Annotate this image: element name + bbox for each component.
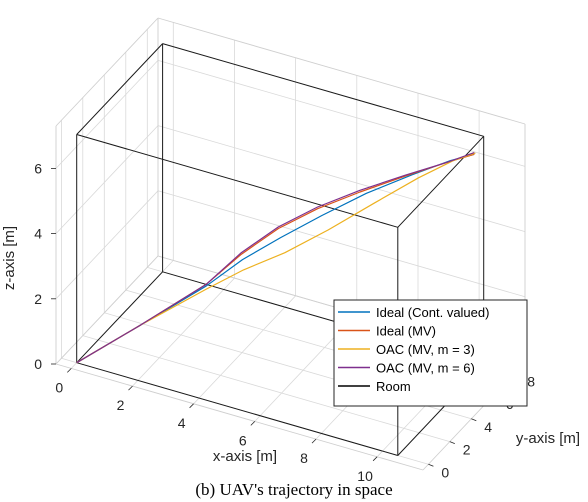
legend-label: OAC (MV, m = 6) <box>376 361 475 376</box>
x-tick-label: 4 <box>178 415 186 431</box>
y-tick-label: 0 <box>441 464 449 480</box>
x-tick-label: 10 <box>357 468 373 484</box>
room-edge <box>76 271 163 364</box>
tick-labels: 0246810024680246 <box>34 160 535 483</box>
legend: Ideal (Cont. valued) Ideal (MV) OAC (MV, m… <box>333 299 528 407</box>
grid-line <box>157 60 526 167</box>
grid-line <box>157 190 526 298</box>
x-tick-label: 8 <box>300 450 308 466</box>
y-tick-mark <box>449 441 455 444</box>
legend-box <box>333 299 528 407</box>
x-tick-label: 6 <box>239 432 247 448</box>
room-edge <box>76 43 163 135</box>
y-tick-label: 2 <box>463 442 471 458</box>
grid-line <box>157 125 526 232</box>
grid-line <box>132 277 235 387</box>
axes-box-edge <box>157 17 526 125</box>
grid-line <box>55 190 159 300</box>
y-tick-label: 8 <box>527 373 535 389</box>
grid-line <box>82 335 450 442</box>
grid-line <box>193 295 296 405</box>
y-axis-label: y-axis [m] <box>516 430 580 447</box>
axes-box-edge <box>55 17 159 127</box>
x-tick-mark <box>189 403 194 409</box>
legend-label: OAC (MV, m = 3) <box>376 342 475 357</box>
room-edge <box>397 135 485 228</box>
legend-label: Ideal (Cont. valued) <box>376 305 489 320</box>
z-tick-label: 4 <box>34 226 42 242</box>
legend-label: Room <box>376 379 411 394</box>
trajectories <box>76 152 476 364</box>
axes-box-edge <box>55 255 159 365</box>
room-edge <box>76 134 398 228</box>
z-axis-label: z-axis [m] <box>1 226 18 290</box>
z-tick-label: 2 <box>34 291 42 307</box>
series-line-3 <box>76 152 476 364</box>
figure-caption: (b) UAV's trajectory in space <box>195 480 393 499</box>
grid-line <box>55 125 159 234</box>
room-edge <box>76 362 398 456</box>
legend-label: Ideal (MV) <box>376 324 436 339</box>
y-tick-label: 4 <box>484 419 492 435</box>
room-edge <box>162 43 484 137</box>
x-tick-mark <box>311 438 317 444</box>
z-tick-label: 6 <box>34 160 42 176</box>
x-tick-mark <box>372 456 378 462</box>
x-tick-mark <box>67 368 72 373</box>
y-tick-mark <box>471 418 477 422</box>
x-tick-mark <box>128 385 133 391</box>
x-axis-label: x-axis [m] <box>213 448 277 465</box>
axes-box-edge <box>55 363 424 471</box>
x-tick-label: 2 <box>117 397 125 413</box>
x-tick-label: 0 <box>55 379 63 395</box>
y-tick-mark <box>428 463 434 467</box>
series-line-4 <box>76 152 475 364</box>
axis-labels: x-axis [m] y-axis [m] z-axis [m] <box>1 226 580 465</box>
grid-line <box>55 60 159 169</box>
z-tick-label: 0 <box>34 356 42 372</box>
x-tick-mark <box>250 421 256 426</box>
